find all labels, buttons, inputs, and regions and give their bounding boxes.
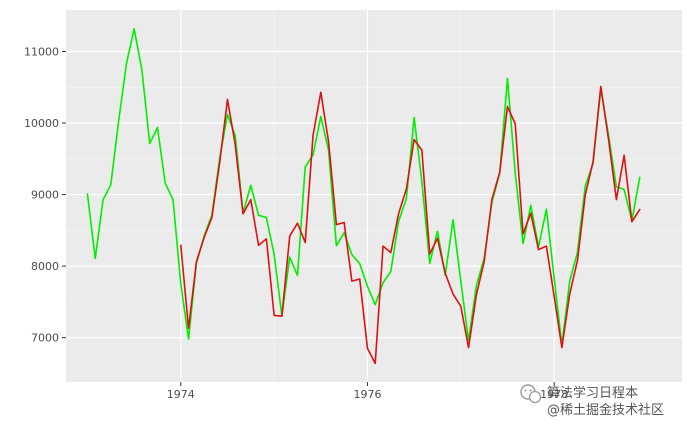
plot-background xyxy=(66,10,682,382)
wechat-icon xyxy=(520,384,542,404)
x-axis: 1974 1976 1978 xyxy=(167,382,568,401)
y-tick-label: 9000 xyxy=(31,189,59,202)
watermark: 算法学习日程本 @稀土掘金技术社区 xyxy=(520,384,664,418)
y-axis: 7000 8000 9000 10000 11000 xyxy=(24,45,66,345)
y-tick-label: 7000 xyxy=(31,332,59,345)
grid-minor xyxy=(66,10,682,382)
y-tick-label: 8000 xyxy=(31,260,59,273)
y-tick-label: 10000 xyxy=(24,117,59,130)
series-layer xyxy=(86,28,641,365)
series-line-2 xyxy=(180,85,641,365)
x-tick-label: 1974 xyxy=(167,388,195,401)
x-tick-label: 1976 xyxy=(353,388,381,401)
y-tick-label: 11000 xyxy=(24,45,59,58)
watermark-line1: 算法学习日程本 xyxy=(547,385,638,401)
series-line-1 xyxy=(86,28,641,347)
x-tick-label: 1978 xyxy=(540,388,568,401)
grid-major xyxy=(66,10,682,382)
watermark-line2: @稀土掘金技术社区 xyxy=(547,402,664,418)
